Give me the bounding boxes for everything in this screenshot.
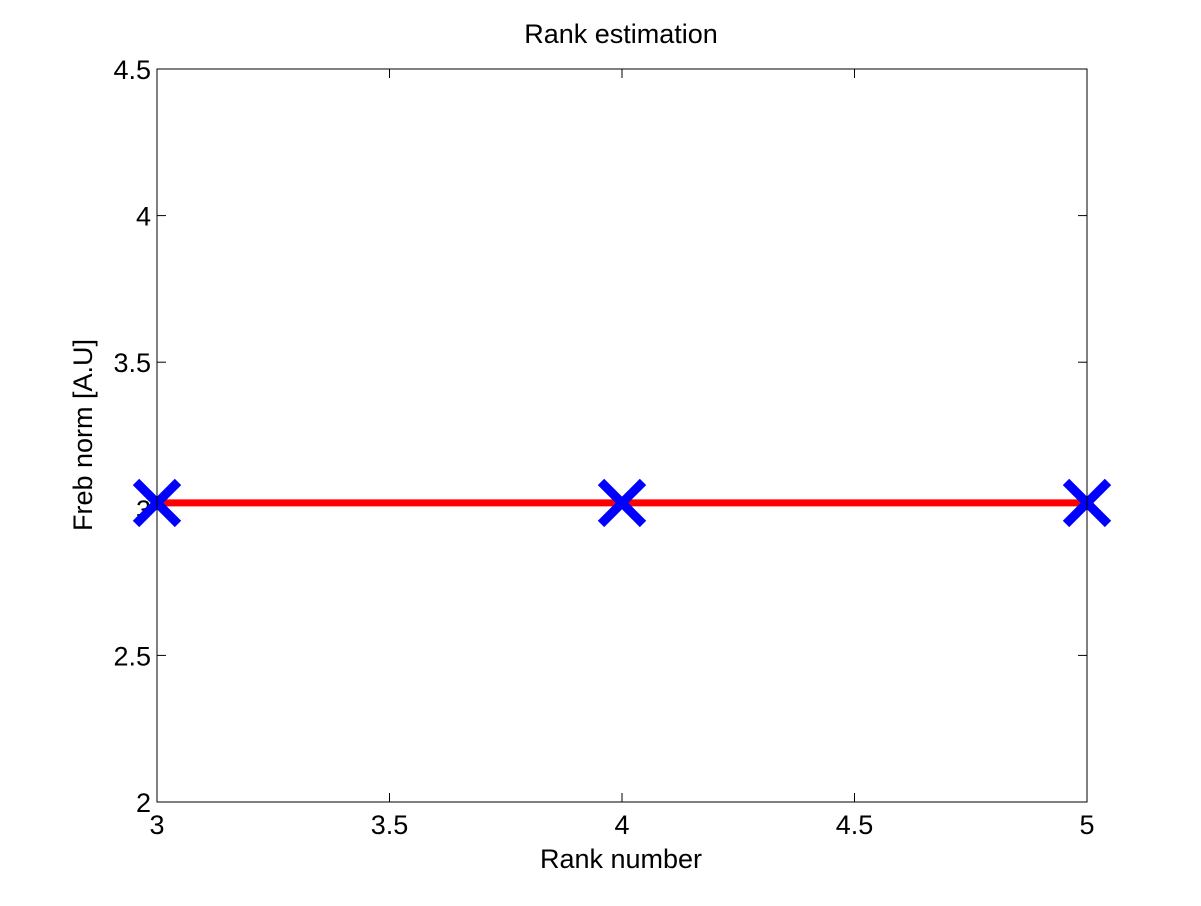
- plot-frame: [156, 68, 1088, 803]
- x-tick-label: 4.5: [836, 810, 874, 840]
- data-point-marker: [597, 478, 647, 528]
- plot-background: [157, 69, 1087, 802]
- marker-stroke: [597, 478, 647, 528]
- chart-title: Rank estimation: [524, 19, 718, 49]
- y-tick-label: 4: [136, 202, 151, 232]
- x-tick-label: 3: [149, 810, 164, 840]
- y-tick-label: 3.5: [113, 348, 151, 378]
- x-axis-label: Rank number: [540, 844, 702, 874]
- y-tick-label: 4.5: [113, 55, 151, 85]
- y-tick-label: 2: [136, 788, 151, 818]
- y-tick-label: 2.5: [113, 641, 151, 671]
- x-tick-label: 5: [1079, 810, 1094, 840]
- x-tick-label: 4: [614, 810, 629, 840]
- x-tick-label: 3.5: [371, 810, 409, 840]
- y-axis-label: Freb norm [A.U]: [68, 339, 98, 531]
